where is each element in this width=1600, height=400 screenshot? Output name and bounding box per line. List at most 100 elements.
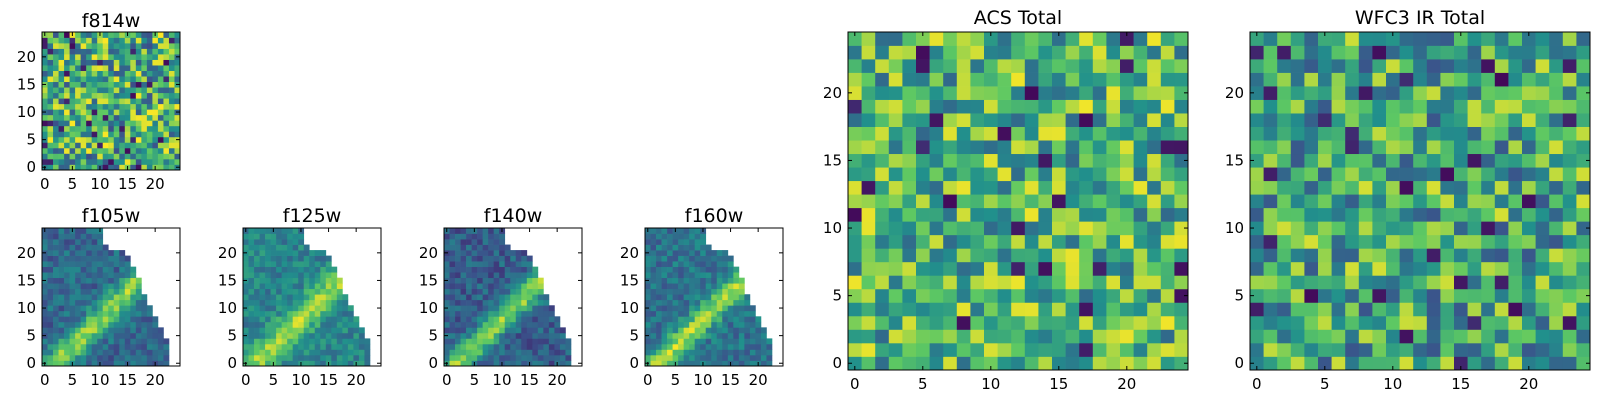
heatmap-cell <box>1549 207 1564 222</box>
heatmap-cell <box>1494 126 1509 141</box>
heatmap-cell <box>902 126 917 141</box>
heatmap-cell <box>1399 167 1414 182</box>
heatmap-cell <box>1522 288 1536 303</box>
heatmap-cell <box>320 327 327 334</box>
heatmap-cell <box>135 43 142 49</box>
heatmap-cell <box>661 261 668 267</box>
heatmap-cell <box>455 360 461 367</box>
heatmap-cell <box>554 316 561 323</box>
heatmap-cell <box>943 261 958 276</box>
heatmap-cell <box>929 315 944 330</box>
heatmap-cell <box>64 343 70 350</box>
heatmap-cell <box>705 294 712 301</box>
heatmap-cell <box>705 288 712 295</box>
heatmap-cell <box>42 343 48 350</box>
heatmap-cell <box>521 266 528 273</box>
heatmap-cell <box>270 277 277 284</box>
heatmap-cell <box>661 283 668 290</box>
heatmap-cell <box>694 272 701 279</box>
heatmap-cell <box>91 354 98 361</box>
heatmap-cell <box>997 99 1012 114</box>
heatmap-cell <box>1065 342 1080 357</box>
heatmap-cell <box>1549 248 1564 263</box>
heatmap-cell <box>700 261 707 267</box>
heatmap-cell <box>102 316 109 323</box>
heatmap-cell <box>86 255 93 262</box>
heatmap-cell <box>1304 302 1319 317</box>
heatmap-cell <box>1522 356 1536 371</box>
heatmap-cell <box>1065 153 1080 168</box>
heatmap-cell <box>152 332 159 339</box>
heatmap-cell <box>902 45 917 60</box>
heatmap-cell <box>1481 261 1496 276</box>
heatmap-cell <box>694 244 701 251</box>
heatmap-cell <box>956 45 971 60</box>
heatmap-cell <box>58 250 65 256</box>
heatmap-cell <box>353 332 360 339</box>
heatmap-cell <box>124 332 131 339</box>
heatmap-cell <box>1160 113 1175 127</box>
heatmap-cell <box>537 288 544 295</box>
heatmap-cell <box>656 305 662 312</box>
heatmap-cell <box>42 354 48 361</box>
heatmap-cell <box>689 343 696 350</box>
heatmap-cell <box>42 321 48 328</box>
heatmap-cell <box>80 120 87 127</box>
heatmap-cell <box>1133 140 1148 155</box>
heatmap-cell <box>91 54 98 60</box>
heatmap-cell <box>1160 261 1175 276</box>
heatmap-cell <box>152 316 159 323</box>
heatmap-cell <box>42 103 48 110</box>
heatmap-cell <box>80 158 87 165</box>
heatmap-cell <box>303 277 310 284</box>
heatmap-cell <box>700 299 707 306</box>
heatmap-cell <box>861 153 876 168</box>
heatmap-cell <box>1426 221 1441 236</box>
heatmap-cell <box>53 92 59 99</box>
heatmap-cell <box>477 316 483 323</box>
heatmap-cell <box>667 272 673 279</box>
heatmap-cell <box>1024 140 1039 155</box>
heatmap-cell <box>135 349 142 356</box>
heatmap-cell <box>460 233 467 240</box>
heatmap-cell <box>471 299 478 306</box>
heatmap-cell <box>53 43 59 49</box>
heatmap-cell <box>1413 194 1428 209</box>
heatmap-cell <box>1399 180 1414 195</box>
heatmap-cell <box>1052 99 1066 114</box>
heatmap-cell <box>902 207 917 222</box>
heatmap-cell <box>1052 59 1066 73</box>
heatmap-cell <box>331 266 338 273</box>
heatmap-cell <box>157 54 164 60</box>
heatmap-cell <box>543 349 550 356</box>
heatmap-cell <box>102 70 109 77</box>
heatmap-cell <box>1549 113 1564 127</box>
heatmap-cell <box>47 43 54 49</box>
heatmap-cell <box>694 327 701 334</box>
heatmap-cell <box>488 349 495 356</box>
heatmap-cell <box>477 255 483 262</box>
heatmap-cell <box>984 59 998 73</box>
heatmap-cell <box>738 283 745 290</box>
heatmap-cell <box>738 294 745 301</box>
heatmap-cell <box>91 114 98 121</box>
heatmap-cell <box>130 65 137 71</box>
heatmap-cell <box>1277 342 1292 357</box>
heatmap-cell <box>1024 126 1039 141</box>
heatmap-cell <box>510 321 517 328</box>
heatmap-cell <box>91 125 98 132</box>
heatmap-cell <box>645 349 651 356</box>
heatmap-cell <box>888 32 903 46</box>
heatmap-cell <box>53 261 59 267</box>
panel-title-f140w: f140w <box>484 205 543 227</box>
heatmap-cell <box>314 272 321 279</box>
heatmap-cell <box>47 343 54 350</box>
heatmap-cell <box>543 294 550 301</box>
heatmap-cell <box>320 299 327 306</box>
heatmap-cell <box>69 87 76 94</box>
heatmap-cell <box>661 250 668 256</box>
heatmap-cell <box>80 321 87 328</box>
heatmap-cell <box>75 54 81 60</box>
heatmap-cell <box>1331 329 1346 344</box>
heatmap-cell <box>943 32 958 46</box>
